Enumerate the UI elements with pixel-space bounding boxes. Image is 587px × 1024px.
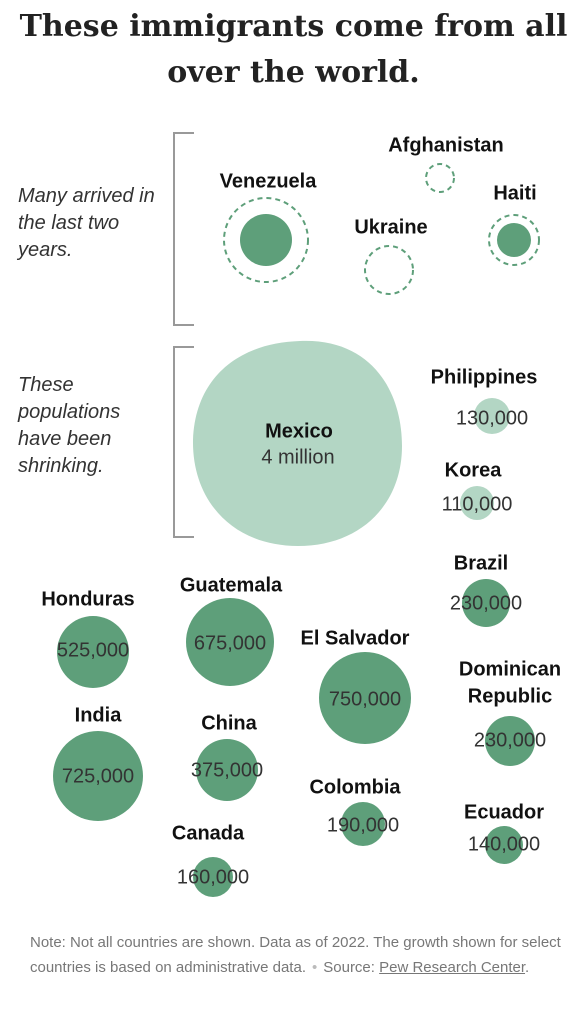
bubble-ecuador [485, 826, 523, 864]
country-label-afghanistan: Afghanistan [388, 134, 504, 156]
source-note: Note: Not all countries are shown. Data … [30, 930, 575, 980]
value-label-india: 725,000 [62, 765, 134, 787]
country-label-philippines: Philippines [431, 366, 538, 388]
value-label-korea: 110,000 [442, 493, 513, 515]
value-label-colombia: 190,000 [327, 814, 399, 836]
group-brackets [173, 132, 194, 538]
bubble-el-salvador [319, 652, 411, 744]
country-label-colombia: Colombia [309, 776, 401, 798]
value-label-honduras: 525,000 [57, 639, 129, 661]
growth-ring-afghanistan [425, 163, 455, 193]
country-label-mexico: Mexico [265, 420, 333, 442]
bubble-venezuela [240, 214, 292, 266]
country-label-brazil: Brazil [454, 552, 508, 574]
country-label-china: China [201, 712, 257, 734]
growth-ring-venezuela [223, 197, 309, 283]
bubble-honduras [57, 616, 129, 688]
country-label-ecuador: Ecuador [464, 801, 544, 823]
bubble-philippines [474, 398, 510, 434]
value-label-dominican-republic: 230,000 [474, 729, 546, 751]
bubble-mexico [192, 340, 402, 546]
bubble-colombia [341, 802, 385, 846]
country-label-venezuela: Venezuela [220, 170, 318, 192]
value-label-china: 375,000 [191, 759, 263, 781]
bubble-haiti [497, 223, 531, 257]
value-label-ecuador: 140,000 [468, 833, 540, 855]
bracket-shrinking [173, 346, 194, 538]
country-label-canada: Canada [172, 822, 245, 844]
bubbles-layer [53, 163, 540, 897]
value-label-guatemala: 675,000 [194, 632, 266, 654]
value-label-el-salvador: 750,000 [329, 688, 401, 710]
growth-ring-haiti [488, 214, 540, 266]
value-label-brazil: 230,000 [450, 592, 522, 614]
labels-layer: Venezuela Afghanistan Ukraine Haiti Mexico 4 … [41, 134, 561, 888]
source-end: . [525, 959, 530, 976]
source-link[interactable]: Pew Research Center [379, 959, 526, 976]
country-label-honduras: Honduras [41, 588, 134, 610]
note-separator: • [311, 959, 318, 976]
bubble-dominican-republic [485, 716, 535, 766]
bubble-brazil [462, 579, 510, 627]
bubble-guatemala [186, 598, 274, 686]
bubble-korea [460, 486, 494, 520]
country-label-haiti: Haiti [493, 182, 536, 204]
country-label-dominican-republic-2: Republic [468, 685, 552, 707]
bubble-canada [193, 857, 233, 897]
bubble-india [53, 731, 143, 821]
country-label-el-salvador: El Salvador [301, 627, 410, 649]
country-label-india: India [75, 704, 123, 726]
source-prefix: Source: [323, 959, 375, 976]
bubble-china [196, 739, 258, 801]
country-label-dominican-republic-1: Dominican [459, 658, 561, 680]
note-text: Note: Not all countries are shown. Data … [30, 934, 561, 976]
chart-title: These immigrants come from all over the … [19, 9, 568, 90]
value-label-philippines: 130,000 [456, 407, 528, 429]
bracket-recent [173, 132, 194, 326]
country-label-korea: Korea [445, 459, 503, 481]
value-label-mexico: 4 million [261, 446, 334, 468]
country-label-ukraine: Ukraine [354, 216, 427, 238]
country-label-guatemala: Guatemala [180, 574, 283, 596]
group-label-recent: Many arrived in the last two years. [18, 185, 155, 261]
growth-ring-ukraine [364, 245, 414, 295]
group-label-shrinking: These populations have been shrinking. [18, 374, 121, 477]
value-label-canada: 160,000 [177, 866, 249, 888]
